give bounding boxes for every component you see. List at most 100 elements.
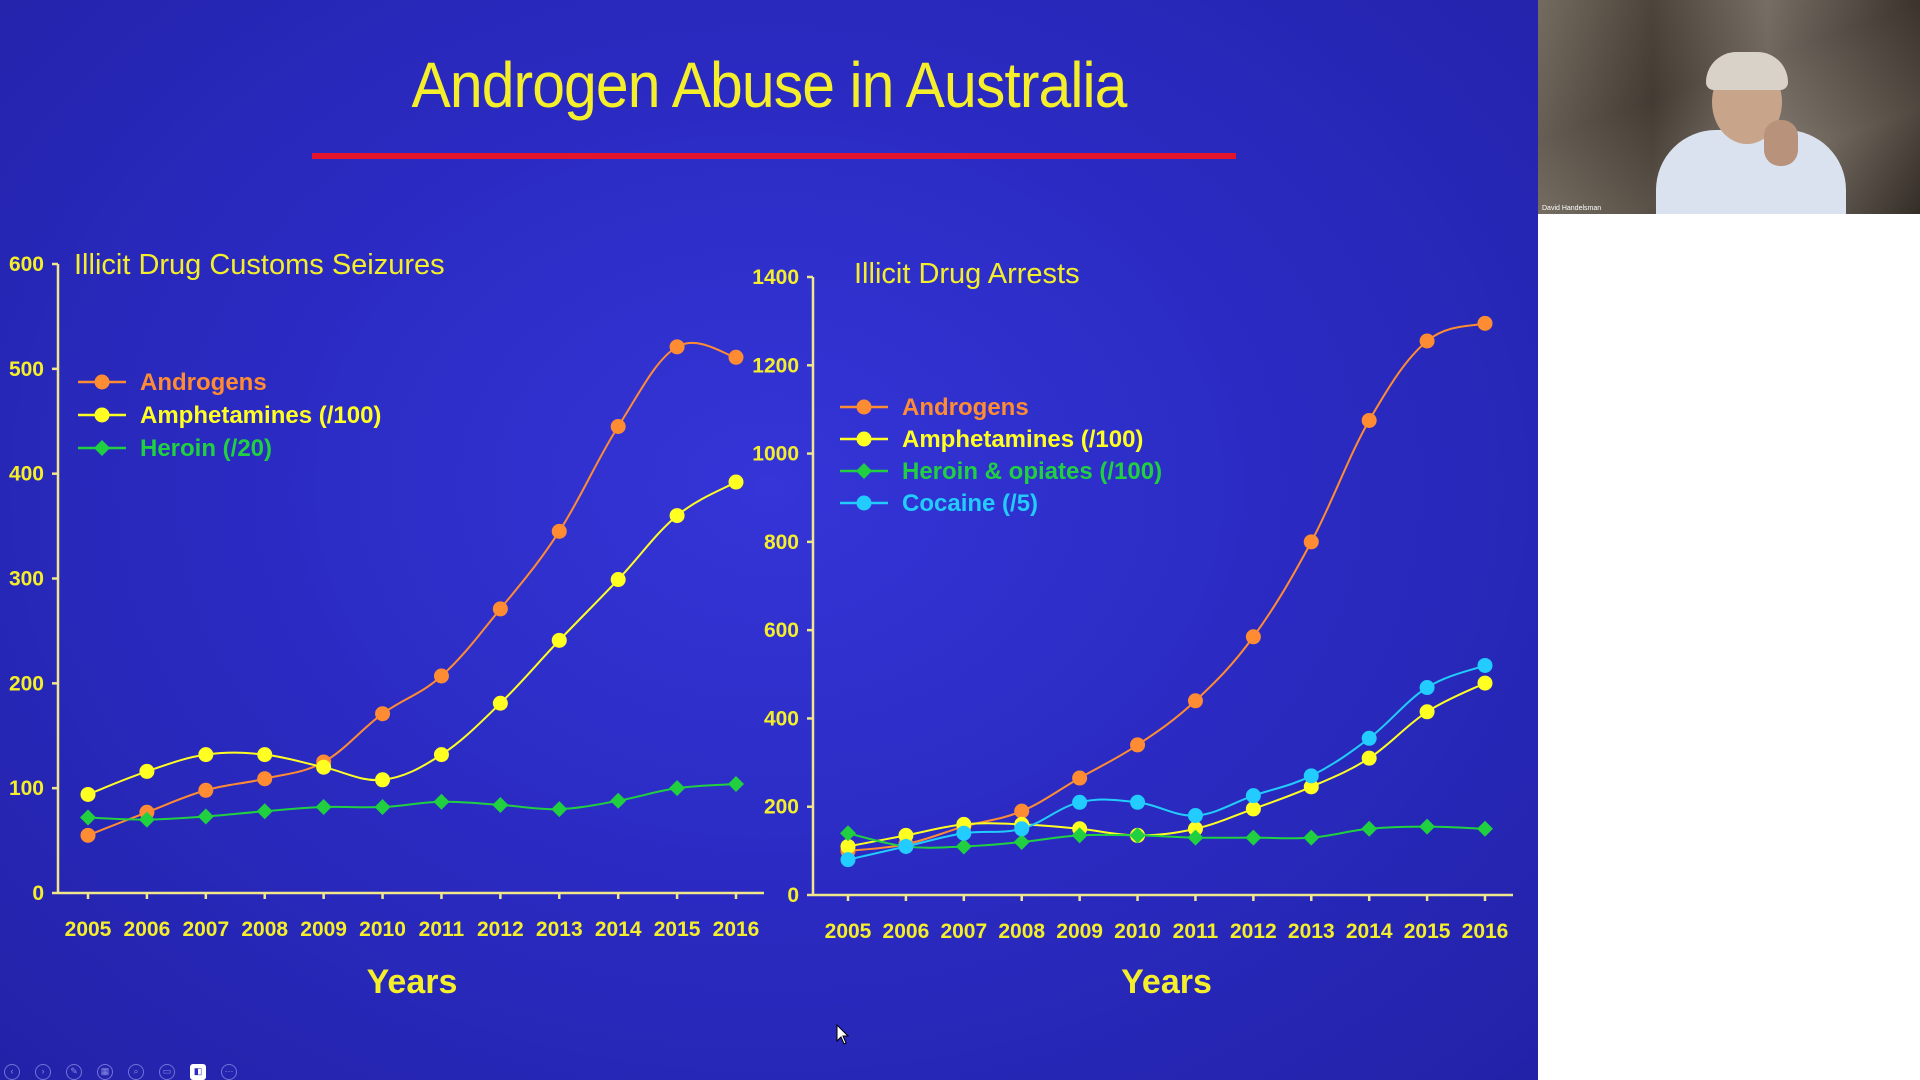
legend-label: Androgens <box>140 369 267 396</box>
legend-label: Amphetamines (/100) <box>902 426 1143 453</box>
previous-slide-icon[interactable]: ‹ <box>4 1064 20 1080</box>
y-tick-label: 600 <box>764 619 799 642</box>
data-point-cocaine-5 <box>1245 788 1261 804</box>
data-point-amphetamines-100 <box>1477 675 1493 691</box>
legend-label: Heroin & opiates (/100) <box>902 458 1162 485</box>
slides-grid-icon[interactable]: ▦ <box>97 1064 113 1080</box>
data-point-androgens <box>375 706 391 722</box>
x-tick-label: 2012 <box>1230 920 1277 943</box>
y-tick-label: 600 <box>9 253 44 276</box>
series-line-heroin-20 <box>87 782 737 821</box>
subtitles-icon[interactable]: ▭ <box>159 1064 175 1080</box>
data-point-heroin-20 <box>315 799 332 816</box>
y-tick-label: 1000 <box>752 443 799 466</box>
data-point-heroin-20 <box>138 811 155 828</box>
data-point-heroin-20 <box>374 799 391 816</box>
data-point-androgens <box>1477 315 1493 331</box>
x-tick-label: 2009 <box>300 918 347 941</box>
data-point-androgens <box>1130 737 1146 753</box>
more-options-icon[interactable]: ⋯ <box>221 1064 237 1080</box>
data-point-amphetamines-100 <box>375 772 391 788</box>
data-point-heroin-20 <box>80 809 96 826</box>
x-tick-label: 2012 <box>477 918 524 941</box>
y-tick-label: 300 <box>9 568 44 591</box>
presenter-hand <box>1764 120 1798 166</box>
y-tick-label: 1400 <box>752 266 799 289</box>
data-point-heroin-opiates-100 <box>1187 829 1204 846</box>
legend-item-amphetamines-100: Amphetamines (/100) <box>840 426 1143 453</box>
webcam-video-tile[interactable]: David Handelsman <box>1538 0 1920 214</box>
data-point-androgens <box>1361 412 1377 428</box>
data-point-androgens <box>492 601 508 617</box>
x-tick-label: 2009 <box>1056 920 1103 943</box>
data-point-cocaine-5 <box>898 838 914 854</box>
x-tick-label: 2008 <box>241 918 288 941</box>
data-point-amphetamines-100 <box>610 572 626 588</box>
data-point-heroin-opiates-100 <box>840 825 856 842</box>
x-tick-label: 2007 <box>182 918 229 941</box>
data-point-heroin-20 <box>197 808 214 825</box>
x-tick-label: 2013 <box>536 918 583 941</box>
data-point-androgens <box>433 668 449 684</box>
legend-item-heroin-20: Heroin (/20) <box>78 435 272 462</box>
mouse-cursor-icon <box>836 1024 850 1045</box>
data-point-cocaine-5 <box>1477 657 1493 673</box>
data-point-heroin-20 <box>728 775 744 792</box>
data-point-heroin-opiates-100 <box>1245 829 1262 846</box>
data-point-amphetamines-100 <box>492 695 508 711</box>
data-point-amphetamines-100 <box>840 838 856 854</box>
series-points-heroin-opiates-100 <box>840 818 1493 855</box>
data-point-heroin-20 <box>551 801 568 818</box>
pen-icon[interactable]: ✎ <box>66 1064 82 1080</box>
x-tick-label: 2005 <box>65 918 112 941</box>
data-point-amphetamines-100 <box>728 474 744 490</box>
data-point-cocaine-5 <box>1130 794 1146 810</box>
data-point-amphetamines-100 <box>316 759 332 775</box>
x-tick-label: 2015 <box>654 918 701 941</box>
data-point-amphetamines-100 <box>1245 801 1261 817</box>
legend-label: Heroin (/20) <box>140 435 272 462</box>
legend-marker-swatch <box>856 431 872 447</box>
data-point-amphetamines-100 <box>139 763 155 779</box>
x-tick-label: 2006 <box>124 918 171 941</box>
data-point-androgens <box>1014 803 1030 819</box>
title-underline <box>312 153 1236 159</box>
data-point-amphetamines-100 <box>1419 704 1435 720</box>
data-point-amphetamines-100 <box>898 827 914 843</box>
y-tick-label: 200 <box>9 672 44 695</box>
data-point-heroin-20 <box>669 780 686 797</box>
zoom-icon[interactable]: ⌕ <box>128 1064 144 1080</box>
data-point-androgens <box>257 771 273 787</box>
series-points-amphetamines-100 <box>80 474 744 802</box>
series-line-amphetamines-100 <box>847 682 1486 848</box>
data-point-amphetamines-100 <box>198 747 214 763</box>
legend-marker-swatch <box>94 440 110 456</box>
y-tick-label: 400 <box>764 707 799 730</box>
y-tick-label: 0 <box>787 884 799 907</box>
y-tick-label: 400 <box>9 463 44 486</box>
data-point-heroin-opiates-100 <box>955 838 972 855</box>
data-point-amphetamines-100 <box>80 786 96 802</box>
legend-label: Amphetamines (/100) <box>140 402 381 429</box>
legend-label: Cocaine (/5) <box>902 490 1038 517</box>
legend-marker-swatch <box>856 463 872 479</box>
data-point-cocaine-5 <box>1361 730 1377 746</box>
x-tick-label: 2014 <box>595 918 642 941</box>
data-point-heroin-20 <box>610 792 627 809</box>
presenter-body <box>1656 130 1846 214</box>
series-line-amphetamines-100 <box>87 481 737 796</box>
presenter-view-icon[interactable]: ◧ <box>190 1064 206 1080</box>
x-tick-label: 2016 <box>713 918 760 941</box>
presentation-slide: Androgen Abuse in Australia 0 100 200 300 40… <box>0 0 1538 1080</box>
data-point-cocaine-5 <box>1187 808 1203 824</box>
x-axis-title: Years <box>1121 963 1212 1001</box>
data-point-heroin-opiates-100 <box>1477 820 1493 837</box>
drug-arrests-chart: 0 200 400 600 800 1000 1200 1400 2005 2006 2007 200… <box>752 258 1513 1001</box>
data-point-amphetamines-100 <box>433 747 449 763</box>
chart-title: Illicit Drug Customs Seizures <box>74 249 445 281</box>
chart-title: Illicit Drug Arrests <box>854 258 1080 290</box>
data-point-heroin-opiates-100 <box>1129 827 1146 844</box>
data-point-cocaine-5 <box>956 825 972 841</box>
data-point-cocaine-5 <box>1072 794 1088 810</box>
next-slide-icon[interactable]: › <box>35 1064 51 1080</box>
